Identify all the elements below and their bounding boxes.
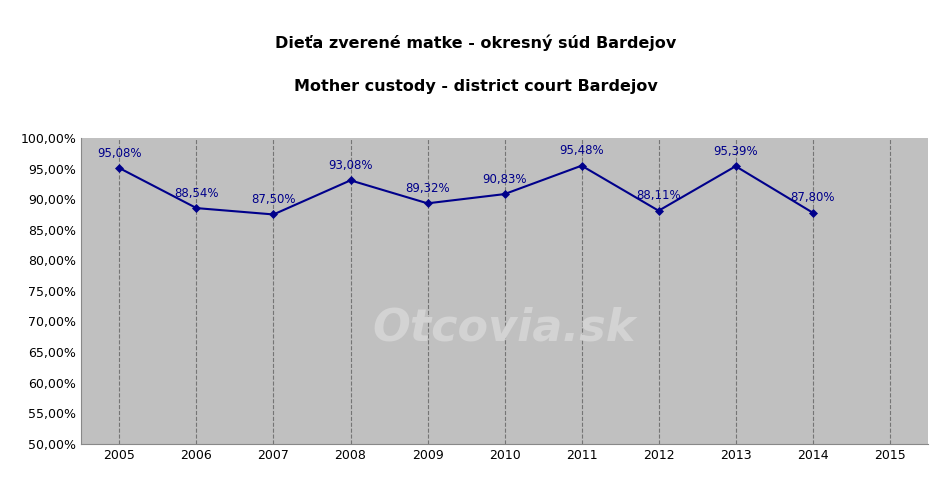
Text: 95,48%: 95,48% [559, 144, 604, 157]
Text: 95,39%: 95,39% [713, 145, 758, 158]
Text: 88,11%: 88,11% [636, 189, 681, 203]
Text: Mother custody - district court Bardejov: Mother custody - district court Bardejov [294, 79, 658, 94]
Text: 87,50%: 87,50% [251, 193, 296, 206]
Text: 93,08%: 93,08% [328, 159, 373, 172]
Text: 88,54%: 88,54% [174, 187, 219, 200]
Text: Dieťa zverené matke - okresný súd Bardejov: Dieťa zverené matke - okresný súd Bardej… [275, 35, 677, 51]
Text: 95,08%: 95,08% [97, 147, 142, 160]
Text: Otcovia.sk: Otcovia.sk [373, 306, 636, 349]
Text: 89,32%: 89,32% [406, 182, 450, 195]
Text: 90,83%: 90,83% [483, 173, 526, 186]
Text: 87,80%: 87,80% [790, 191, 835, 204]
